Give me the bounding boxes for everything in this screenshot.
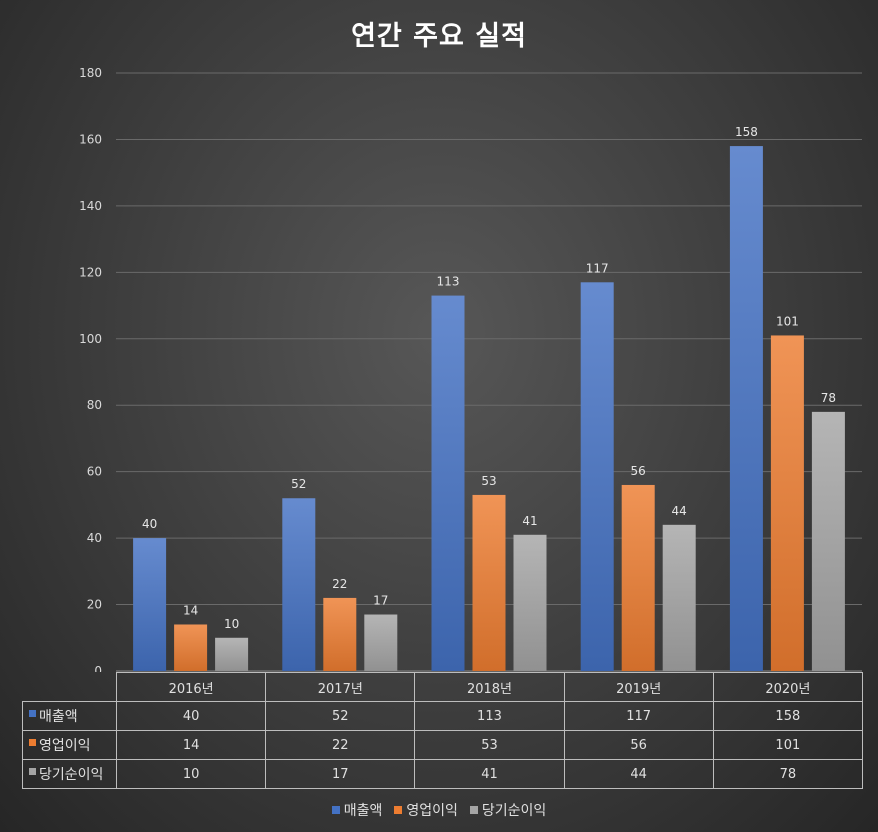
chart-plot: 0 20 40 60 80 100 120 140 160 180 40 14 10 52 22 17 113… (79, 66, 862, 672)
table-cell: 14 (115, 730, 267, 760)
bars (133, 146, 845, 672)
y-axis-ticks: 0 20 40 60 80 100 120 140 160 180 (79, 66, 102, 672)
table-cell: 101 (712, 730, 863, 760)
series-row-label: 영업이익 (22, 730, 117, 760)
table-row: 당기순이익 10 17 41 44 78 (22, 759, 863, 789)
bar (580, 282, 614, 671)
bar (621, 484, 655, 671)
table-cell: 41 (414, 759, 565, 789)
y-tick-label: 0 (94, 664, 102, 672)
data-label: 17 (373, 594, 388, 608)
legend-swatch-icon (469, 806, 478, 814)
bar (364, 614, 398, 671)
table-cell: 56 (563, 730, 714, 760)
table-cell: 22 (265, 730, 416, 760)
legend-item: 당기순이익 (469, 800, 547, 820)
bar (662, 524, 696, 671)
bar (174, 624, 208, 671)
data-label: 10 (224, 617, 239, 631)
bar (282, 498, 316, 671)
data-label: 52 (291, 477, 306, 491)
bar (513, 534, 547, 671)
legend-swatch-icon (331, 806, 340, 814)
data-label: 56 (631, 464, 646, 478)
legend-label: 영업이익 (406, 803, 458, 819)
table-cell: 17 (265, 759, 416, 789)
category-label: 2019년 (563, 672, 714, 702)
table-cell: 10 (115, 759, 267, 789)
table-row: 매출액 40 52 113 117 158 (22, 701, 863, 731)
series-swatch-icon (29, 739, 36, 746)
y-tick-label: 160 (79, 132, 102, 146)
series-name: 매출액 (39, 709, 78, 725)
data-labels: 40 14 10 52 22 17 113 53 41 117 56 44 158 101 78 (142, 125, 836, 631)
series-swatch-icon (29, 710, 36, 717)
y-tick-label: 80 (87, 398, 102, 412)
series-name: 영업이익 (39, 738, 91, 754)
table-cell: 44 (563, 759, 714, 789)
table-cell: 113 (414, 701, 565, 731)
y-tick-label: 60 (87, 465, 102, 479)
legend: 매출액 영업이익 당기순이익 (0, 800, 878, 820)
legend-swatch-icon (394, 806, 403, 814)
legend-label: 당기순이익 (481, 803, 547, 819)
table-cell: 117 (563, 701, 714, 731)
bar (215, 637, 249, 671)
table-corner (22, 672, 117, 702)
legend-item: 영업이익 (394, 800, 458, 820)
bar (811, 411, 845, 671)
data-label: 14 (183, 603, 198, 617)
category-label: 2018년 (414, 672, 565, 702)
legend-item: 매출액 (331, 800, 383, 820)
data-label: 113 (437, 275, 460, 289)
data-label: 158 (735, 125, 758, 139)
legend-label: 매출액 (343, 803, 383, 819)
chart-title: 연간 주요 실적 (351, 21, 527, 52)
y-tick-label: 180 (79, 66, 102, 80)
bar (133, 538, 167, 671)
table-cell: 158 (712, 701, 863, 731)
bar (729, 146, 763, 672)
data-label: 40 (142, 517, 157, 531)
bar (431, 295, 465, 671)
data-label: 44 (672, 504, 687, 518)
y-tick-label: 140 (79, 199, 102, 213)
data-label: 53 (481, 474, 496, 488)
table-header-row: 2016년 2017년 2018년 2019년 2020년 (22, 672, 863, 702)
series-row-label: 매출액 (22, 701, 117, 731)
category-label: 2020년 (712, 672, 863, 702)
table-cell: 40 (115, 701, 267, 731)
data-label: 117 (586, 261, 609, 275)
table-cell: 52 (265, 701, 416, 731)
bar (472, 494, 506, 671)
category-label: 2017년 (265, 672, 416, 702)
data-label: 41 (522, 514, 537, 528)
series-swatch-icon (29, 768, 36, 775)
series-name: 당기순이익 (39, 767, 104, 783)
table-cell: 78 (712, 759, 863, 789)
series-row-label: 당기순이익 (22, 759, 117, 789)
y-tick-label: 40 (87, 531, 102, 545)
data-label: 22 (332, 577, 347, 591)
y-tick-label: 120 (79, 265, 102, 279)
bar (323, 597, 357, 671)
bar (770, 335, 804, 671)
table-cell: 53 (414, 730, 565, 760)
data-label: 101 (776, 314, 799, 328)
category-label: 2016년 (115, 672, 267, 702)
table-row: 영업이익 14 22 53 56 101 (22, 730, 863, 760)
data-label: 78 (821, 391, 836, 405)
y-tick-label: 20 (87, 598, 102, 612)
y-tick-label: 100 (79, 332, 102, 346)
